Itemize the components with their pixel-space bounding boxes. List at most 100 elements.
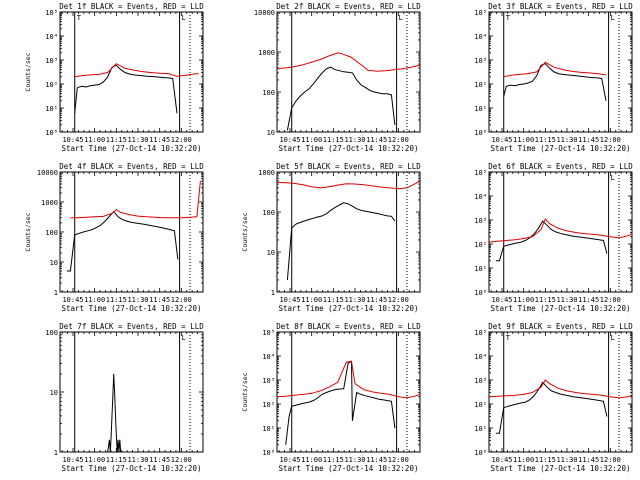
- y-tick-label: 10⁰: [262, 449, 275, 457]
- x-tick-label: 11:45: [149, 296, 170, 304]
- x-tick-label: 10:45: [62, 456, 83, 464]
- y-tick-label: 100: [45, 329, 58, 337]
- time-marker-label: L: [611, 14, 615, 22]
- series-line-lld: [488, 379, 633, 399]
- x-tick-label: 11:00: [84, 456, 105, 464]
- y-tick-label: 10³: [474, 217, 487, 225]
- y-tick-label: 10000: [254, 9, 275, 17]
- series-line-events: [74, 64, 178, 114]
- x-axis-label: Start Time (27-Oct-14 10:32:20): [279, 464, 419, 473]
- chart-title: Det 6f BLACK = Events, RED = LLD: [488, 162, 633, 171]
- x-tick-label: 11:30: [127, 296, 148, 304]
- x-tick-label: 11:45: [366, 136, 387, 144]
- plot-frame: [59, 331, 204, 453]
- y-tick-label: 10⁰: [474, 129, 487, 137]
- time-marker-label: L: [399, 14, 403, 22]
- x-axis-label: Start Time (27-Oct-14 10:32:20): [279, 144, 419, 153]
- x-tick-label: 11:00: [301, 296, 322, 304]
- series-line-lld: [70, 180, 201, 219]
- chart-panel-5: Det 5f BLACK = Events, RED = LLD 1 10 100 10…: [241, 162, 421, 313]
- x-axis-label: Start Time (27-Oct-14 10:32:20): [62, 464, 202, 473]
- series-line-events: [107, 373, 122, 453]
- chart-title: Det 1f BLACK = Events, RED = LLD: [59, 2, 204, 11]
- x-tick-label: 11:45: [578, 136, 599, 144]
- chart-panel-4: Det 4f BLACK = Events, RED = LLD 1 10 100 10…: [24, 162, 204, 313]
- y-tick-label: 1000: [258, 169, 275, 177]
- x-tick-label: 11:15: [535, 296, 556, 304]
- x-tick-label: 10:45: [62, 296, 83, 304]
- plot-frame: [59, 11, 204, 133]
- series-line-events: [66, 210, 179, 272]
- chart-panel-6: Det 6f BLACK = Events, RED = LLD 10⁰ 10¹ 10…: [474, 162, 633, 313]
- x-tick-label: 11:15: [323, 456, 344, 464]
- x-tick-label: 11:45: [366, 296, 387, 304]
- x-axis-label: Start Time (27-Oct-14 10:32:20): [279, 304, 419, 313]
- y-tick-label: 1: [271, 289, 275, 297]
- x-tick-label: 10:45: [279, 456, 300, 464]
- x-tick-label: 11:00: [84, 296, 105, 304]
- x-axis-label: Start Time (27-Oct-14 10:32:20): [491, 304, 631, 313]
- y-tick-label: 10⁵: [262, 329, 275, 337]
- x-tick-label: 11:45: [149, 136, 170, 144]
- series-line-events: [285, 360, 396, 445]
- plot-frame: [276, 171, 421, 293]
- y-tick-label: 1: [54, 289, 58, 297]
- x-tick-label: 11:30: [556, 456, 577, 464]
- y-tick-label: 10³: [262, 377, 275, 385]
- chart-panel-3: Det 3f BLACK = Events, RED = LLD 10⁰ 10¹ 10…: [474, 2, 633, 153]
- x-tick-label: 11:30: [556, 296, 577, 304]
- y-tick-label: 10²: [474, 241, 487, 249]
- plot-frame: [488, 171, 633, 293]
- y-tick-label: 10⁵: [45, 9, 58, 17]
- series-line-events: [286, 66, 396, 131]
- x-tick-label: 10:45: [491, 296, 512, 304]
- x-tick-label: 11:15: [323, 296, 344, 304]
- plot-frame: [59, 171, 204, 293]
- chart-panel-1: Det 1f BLACK = Events, RED = LLD 10⁰ 10¹ 10…: [24, 2, 204, 153]
- chart-title: Det 5f BLACK = Events, RED = LLD: [276, 162, 421, 171]
- chart-title: Det 4f BLACK = Events, RED = LLD: [59, 162, 204, 171]
- y-tick-label: 10: [267, 129, 275, 137]
- x-tick-label: 11:00: [513, 296, 534, 304]
- x-tick-label: 11:00: [513, 456, 534, 464]
- x-tick-label: 11:15: [535, 456, 556, 464]
- x-tick-label: 10:45: [279, 296, 300, 304]
- y-tick-label: 10⁰: [474, 289, 487, 297]
- y-tick-label: 10¹: [474, 425, 487, 433]
- y-tick-label: 10²: [474, 401, 487, 409]
- chart-title: Det 3f BLACK = Events, RED = LLD: [488, 2, 633, 11]
- x-tick-label: 11:15: [323, 136, 344, 144]
- x-tick-label: 12:00: [600, 296, 621, 304]
- y-tick-label: 10: [50, 259, 58, 267]
- time-marker-label: L: [182, 14, 186, 22]
- x-tick-label: 11:30: [556, 136, 577, 144]
- y-tick-label: 10⁵: [474, 169, 487, 177]
- x-tick-label: 10:45: [62, 136, 83, 144]
- y-tick-label: 1000: [258, 49, 275, 57]
- chart-panel-7: Det 7f BLACK = Events, RED = LLD 1 10 100 10…: [45, 322, 204, 473]
- y-tick-label: 10²: [262, 401, 275, 409]
- x-tick-label: 11:30: [344, 296, 365, 304]
- x-tick-label: 11:30: [127, 456, 148, 464]
- x-tick-label: 12:00: [388, 456, 409, 464]
- y-tick-label: 10⁵: [474, 329, 487, 337]
- x-tick-label: 11:45: [149, 456, 170, 464]
- series-line-lld: [74, 63, 199, 78]
- x-tick-label: 12:00: [388, 296, 409, 304]
- y-tick-label: 10⁴: [45, 33, 58, 41]
- chart-title: Det 7f BLACK = Events, RED = LLD: [59, 322, 204, 331]
- x-tick-label: 10:45: [491, 136, 512, 144]
- time-marker-label: T: [77, 14, 82, 22]
- x-axis-label: Start Time (27-Oct-14 10:32:20): [62, 144, 202, 153]
- x-axis-label: Start Time (27-Oct-14 10:32:20): [491, 464, 631, 473]
- y-tick-label: 10²: [45, 81, 58, 89]
- y-tick-label: 10⁵: [474, 9, 487, 17]
- y-tick-label: 10³: [474, 377, 487, 385]
- series-line-lld: [276, 52, 421, 72]
- y-axis-label: Counts/sec: [241, 212, 249, 251]
- time-marker-label: L: [611, 334, 615, 342]
- x-tick-label: 12:00: [388, 136, 409, 144]
- time-marker-label: T: [506, 334, 511, 342]
- y-tick-label: 10³: [45, 57, 58, 65]
- y-tick-label: 10⁴: [474, 33, 487, 41]
